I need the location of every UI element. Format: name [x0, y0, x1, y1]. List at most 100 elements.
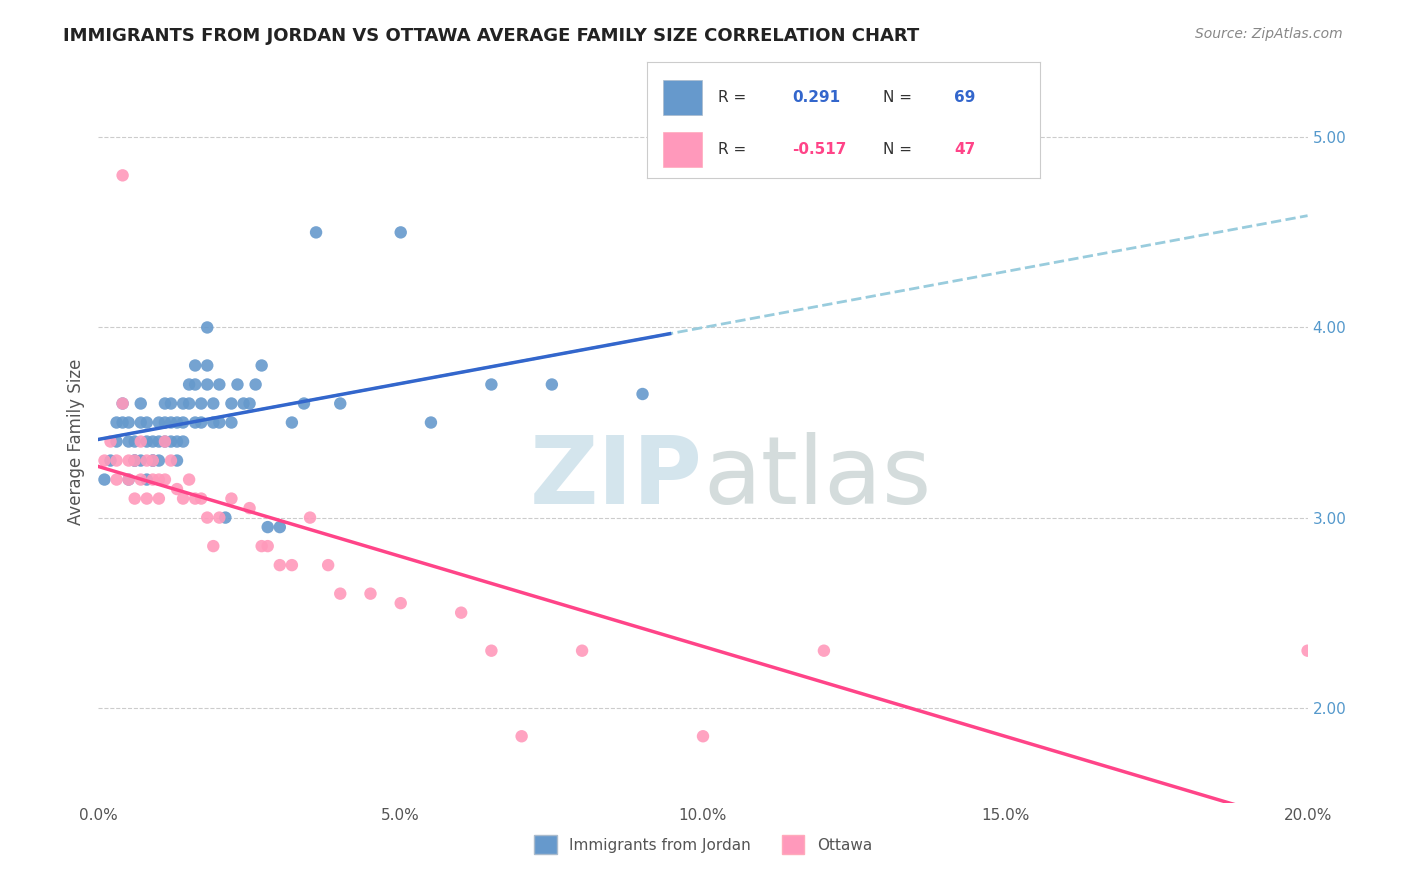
Point [571, 643, 593, 657]
Point [118, 434, 141, 449]
Point [179, 473, 201, 487]
FancyBboxPatch shape [662, 79, 702, 114]
Point [135, 473, 157, 487]
Text: -0.517: -0.517 [793, 142, 846, 157]
Point [124, 434, 146, 449]
Point [389, 596, 412, 610]
Point [329, 587, 352, 601]
Point [93, 473, 115, 487]
Point [124, 453, 146, 467]
Point [190, 396, 212, 410]
Point [135, 416, 157, 430]
Point [208, 510, 231, 524]
Text: 69: 69 [953, 90, 976, 104]
Point [269, 558, 291, 573]
Point [250, 359, 273, 373]
Point [329, 396, 352, 410]
Point [195, 359, 218, 373]
Point [250, 539, 273, 553]
Point [148, 434, 170, 449]
Point [202, 396, 225, 410]
Point [129, 453, 152, 467]
Point [239, 396, 262, 410]
Point [184, 359, 207, 373]
Point [100, 434, 122, 449]
Y-axis label: Average Family Size: Average Family Size [66, 359, 84, 524]
Text: R =: R = [717, 142, 745, 157]
Point [160, 453, 183, 467]
Point [166, 434, 188, 449]
Point [292, 396, 315, 410]
Point [142, 453, 165, 467]
Point [232, 396, 254, 410]
Point [1296, 643, 1319, 657]
Text: ZIP: ZIP [530, 432, 703, 524]
Point [142, 453, 165, 467]
Point [190, 416, 212, 430]
Point [148, 491, 170, 506]
Point [160, 396, 183, 410]
Point [160, 416, 183, 430]
Point [481, 643, 503, 657]
Legend: Immigrants from Jordan, Ottawa: Immigrants from Jordan, Ottawa [529, 830, 877, 860]
Point [105, 473, 128, 487]
Point [105, 453, 128, 467]
Text: N =: N = [883, 90, 912, 104]
Point [172, 491, 194, 506]
Point [360, 587, 382, 601]
Point [129, 416, 152, 430]
Point [135, 434, 157, 449]
Text: Source: ZipAtlas.com: Source: ZipAtlas.com [1195, 27, 1343, 41]
Point [105, 416, 128, 430]
Point [124, 453, 146, 467]
Point [214, 510, 236, 524]
Point [184, 416, 207, 430]
Point [148, 416, 170, 430]
Point [195, 320, 218, 334]
Point [813, 643, 835, 657]
Point [153, 473, 176, 487]
Point [118, 473, 141, 487]
Point [111, 169, 134, 183]
Point [221, 416, 243, 430]
Point [195, 510, 218, 524]
Point [166, 416, 188, 430]
Point [124, 491, 146, 506]
Point [93, 453, 115, 467]
Point [111, 396, 134, 410]
Point [153, 396, 176, 410]
Point [269, 520, 291, 534]
Point [179, 396, 201, 410]
Point [118, 453, 141, 467]
Point [239, 501, 262, 516]
Text: N =: N = [883, 142, 912, 157]
FancyBboxPatch shape [662, 132, 702, 167]
Point [202, 539, 225, 553]
Point [305, 226, 328, 240]
Text: R =: R = [717, 90, 745, 104]
Point [135, 491, 157, 506]
Text: IMMIGRANTS FROM JORDAN VS OTTAWA AVERAGE FAMILY SIZE CORRELATION CHART: IMMIGRANTS FROM JORDAN VS OTTAWA AVERAGE… [63, 27, 920, 45]
Point [316, 558, 339, 573]
Point [153, 434, 176, 449]
Point [389, 226, 412, 240]
Point [142, 434, 165, 449]
Point [111, 396, 134, 410]
Point [281, 558, 304, 573]
Point [226, 377, 249, 392]
Point [129, 396, 152, 410]
Point [221, 396, 243, 410]
Point [172, 434, 194, 449]
Point [195, 377, 218, 392]
Text: atlas: atlas [703, 432, 931, 524]
Text: 0.291: 0.291 [793, 90, 841, 104]
Point [142, 473, 165, 487]
Point [166, 453, 188, 467]
Point [124, 453, 146, 467]
Point [450, 606, 472, 620]
Point [118, 473, 141, 487]
Point [135, 453, 157, 467]
Point [540, 377, 562, 392]
Point [153, 434, 176, 449]
Point [129, 473, 152, 487]
